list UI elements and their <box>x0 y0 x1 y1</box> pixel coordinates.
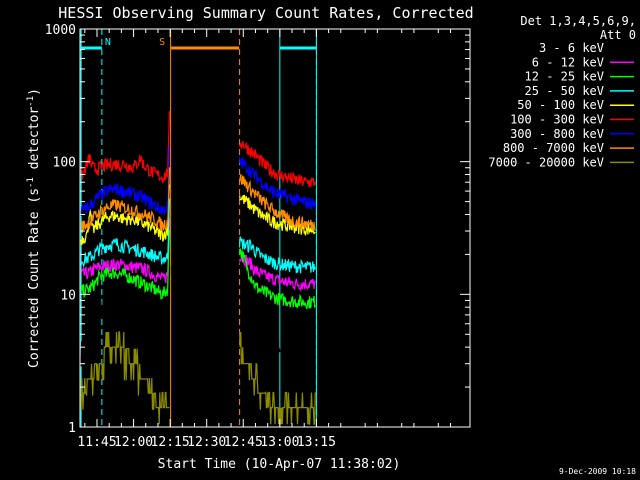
series-2 <box>80 230 316 310</box>
y-tick-label-1: 10 <box>60 288 76 303</box>
series-5 <box>80 110 316 189</box>
x-tick-label-5: 13:00 <box>260 435 299 450</box>
y-axis-label-exp2: -1 <box>26 96 36 107</box>
legend-label-4: 50 - 100 keV <box>517 98 604 112</box>
x-tick-label-6: 13:15 <box>297 435 336 450</box>
legend-label-7: 800 - 7000 keV <box>503 141 604 155</box>
flag-label-N: N <box>105 37 111 48</box>
y-axis-label-exp1: -1 <box>26 177 36 188</box>
timestamp: 9-Dec-2009 10:18 <box>559 467 636 476</box>
x-tick-label-0: 11:45 <box>77 435 116 450</box>
series-3 <box>80 198 316 274</box>
legend-label-1: 6 - 12 keV <box>532 55 604 69</box>
x-tick-label-2: 12:15 <box>151 435 190 450</box>
y-axis-label-mid: detector <box>27 107 42 178</box>
y-axis-label-main: Corrected Count Rate (s <box>27 188 42 368</box>
legend-label-5: 100 - 300 keV <box>510 113 604 127</box>
legend-label-0: 3 - 6 keV <box>539 41 604 55</box>
chart-title: HESSI Observing Summary Count Rates, Cor… <box>58 4 473 22</box>
y-tick-label-0: 1 <box>68 421 76 436</box>
legend-label-3: 25 - 50 keV <box>525 84 604 98</box>
y-tick-label-2: 100 <box>53 156 76 171</box>
x-axis-label: Start Time (10-Apr-07 11:38:02) <box>158 457 401 472</box>
legend-label-6: 300 - 800 keV <box>510 127 604 141</box>
legend-label-8: 7000 - 20000 keV <box>488 155 604 169</box>
flag-label-S: S <box>159 37 165 48</box>
series-6 <box>80 146 316 217</box>
series-7 <box>80 167 316 233</box>
legend-header-line2: Att 0 <box>600 28 636 42</box>
x-tick-label-4: 12:45 <box>224 435 263 450</box>
y-tick-label-3: 1000 <box>45 23 76 38</box>
legend-header-line1: Det 1,3,4,5,6,9, <box>520 14 636 28</box>
x-tick-label-3: 12:30 <box>187 435 226 450</box>
y-axis-label: Corrected Count Rate (s-1 detector-1) <box>26 88 42 368</box>
x-tick-label-1: 12:00 <box>114 435 153 450</box>
legend-label-2: 12 - 25 keV <box>525 70 604 84</box>
series-8 <box>80 331 316 425</box>
plot-frame <box>79 28 471 428</box>
series-0 <box>80 257 316 367</box>
